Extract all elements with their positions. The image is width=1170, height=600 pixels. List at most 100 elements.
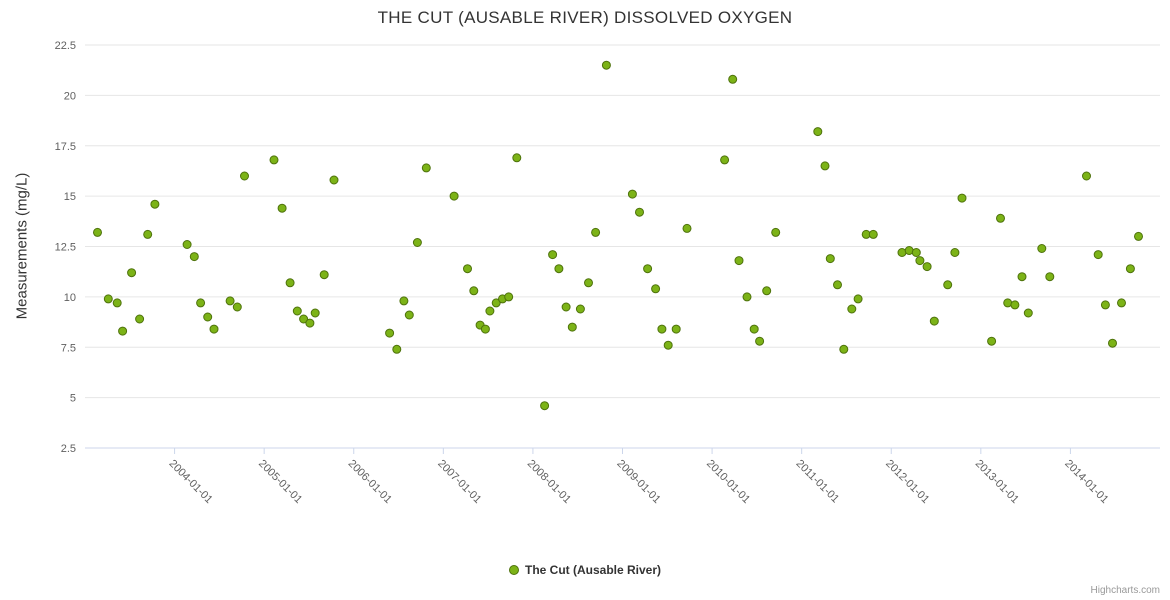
data-point[interactable] (285, 278, 295, 288)
data-point[interactable] (232, 302, 242, 312)
data-point[interactable] (567, 322, 577, 332)
data-point[interactable] (135, 314, 145, 324)
data-point[interactable] (385, 328, 395, 338)
highcharts-credit-link[interactable]: Highcharts.com (1090, 585, 1160, 596)
data-point[interactable] (839, 344, 849, 354)
data-point[interactable] (749, 324, 759, 334)
scatter-plot-area[interactable]: 2.5 5 7.5 10 12.5 15 17.5 20 22.5 2004-01-01 2005-… (0, 0, 1170, 556)
data-point[interactable] (682, 223, 692, 233)
data-point[interactable] (404, 310, 414, 320)
data-point[interactable] (292, 306, 302, 316)
data-point[interactable] (825, 254, 835, 264)
data-point[interactable] (742, 292, 752, 302)
svg-text:2006-01-01: 2006-01-01 (346, 458, 394, 506)
data-point[interactable] (671, 324, 681, 334)
data-point[interactable] (929, 316, 939, 326)
data-point[interactable] (575, 304, 585, 314)
data-point[interactable] (93, 227, 102, 237)
data-point[interactable] (728, 74, 738, 84)
data-point[interactable] (651, 284, 661, 294)
data-point[interactable] (491, 298, 501, 308)
data-point[interactable] (540, 401, 550, 411)
data-point[interactable] (643, 264, 653, 274)
data-point[interactable] (103, 294, 113, 304)
data-point[interactable] (504, 292, 514, 302)
data-point[interactable] (996, 213, 1005, 223)
data-point[interactable] (987, 336, 997, 346)
data-point[interactable] (554, 264, 564, 274)
data-point[interactable] (548, 250, 558, 260)
data-point[interactable] (1010, 300, 1020, 310)
data-point[interactable] (480, 324, 490, 334)
data-point[interactable] (720, 155, 730, 165)
data-point[interactable] (196, 298, 206, 308)
data-point[interactable] (277, 203, 287, 213)
data-point[interactable] (150, 199, 160, 209)
data-point[interactable] (127, 268, 137, 278)
data-point[interactable] (1037, 244, 1047, 253)
data-point[interactable] (734, 256, 744, 266)
data-point[interactable] (1082, 171, 1091, 181)
data-point[interactable] (1125, 264, 1135, 274)
data-point[interactable] (112, 298, 122, 308)
data-point[interactable] (943, 280, 953, 290)
data-point[interactable] (657, 324, 667, 334)
data-point[interactable] (469, 286, 479, 296)
data-point[interactable] (1023, 308, 1033, 318)
data-point[interactable] (635, 207, 644, 217)
data-point[interactable] (305, 318, 315, 328)
data-point[interactable] (957, 193, 967, 203)
data-point[interactable] (412, 238, 422, 247)
data-point[interactable] (853, 294, 863, 304)
data-point[interactable] (1134, 231, 1143, 241)
data-point[interactable] (299, 314, 309, 324)
data-point[interactable] (820, 161, 830, 171)
data-point[interactable] (449, 191, 459, 201)
data-point[interactable] (1045, 272, 1055, 282)
data-point[interactable] (762, 286, 772, 296)
data-point[interactable] (203, 312, 213, 322)
data-point[interactable] (922, 262, 932, 272)
data-point[interactable] (755, 336, 765, 346)
data-point[interactable] (329, 175, 339, 185)
data-point[interactable] (911, 248, 921, 257)
data-point[interactable] (627, 189, 637, 199)
data-point[interactable] (591, 227, 601, 237)
data-point[interactable] (813, 127, 823, 137)
data-point[interactable] (269, 155, 279, 165)
data-point[interactable] (1117, 298, 1126, 308)
legend-item[interactable]: The Cut (Ausable River) (0, 563, 1170, 577)
data-point[interactable] (771, 227, 781, 237)
svg-text:22.5: 22.5 (55, 40, 76, 52)
data-point[interactable] (1100, 300, 1110, 310)
data-point[interactable] (868, 229, 878, 239)
data-point[interactable] (310, 308, 320, 318)
data-point[interactable] (1017, 272, 1027, 282)
data-point[interactable] (240, 171, 249, 181)
data-point[interactable] (485, 306, 495, 316)
data-point[interactable] (1093, 250, 1103, 260)
data-point[interactable] (421, 163, 431, 173)
data-point[interactable] (833, 280, 842, 290)
data-point[interactable] (1108, 338, 1117, 348)
data-point[interactable] (463, 264, 472, 274)
data-point[interactable] (399, 296, 409, 306)
data-point[interactable] (601, 60, 611, 70)
data-point[interactable] (663, 340, 673, 350)
data-point[interactable] (209, 324, 219, 334)
data-point[interactable] (512, 153, 522, 163)
data-point[interactable] (143, 229, 153, 239)
data-point[interactable] (561, 302, 571, 312)
data-point[interactable] (847, 304, 857, 314)
data-point[interactable] (319, 270, 329, 280)
data-point[interactable] (950, 248, 960, 257)
data-point[interactable] (225, 296, 235, 306)
data-point[interactable] (584, 278, 593, 288)
data-point[interactable] (182, 240, 192, 249)
data-point[interactable] (189, 252, 199, 262)
data-point[interactable] (915, 256, 925, 266)
data-point[interactable] (118, 326, 128, 336)
chart-title: THE CUT (AUSABLE RIVER) DISSOLVED OXYGEN (377, 8, 793, 27)
data-point[interactable] (392, 344, 402, 354)
